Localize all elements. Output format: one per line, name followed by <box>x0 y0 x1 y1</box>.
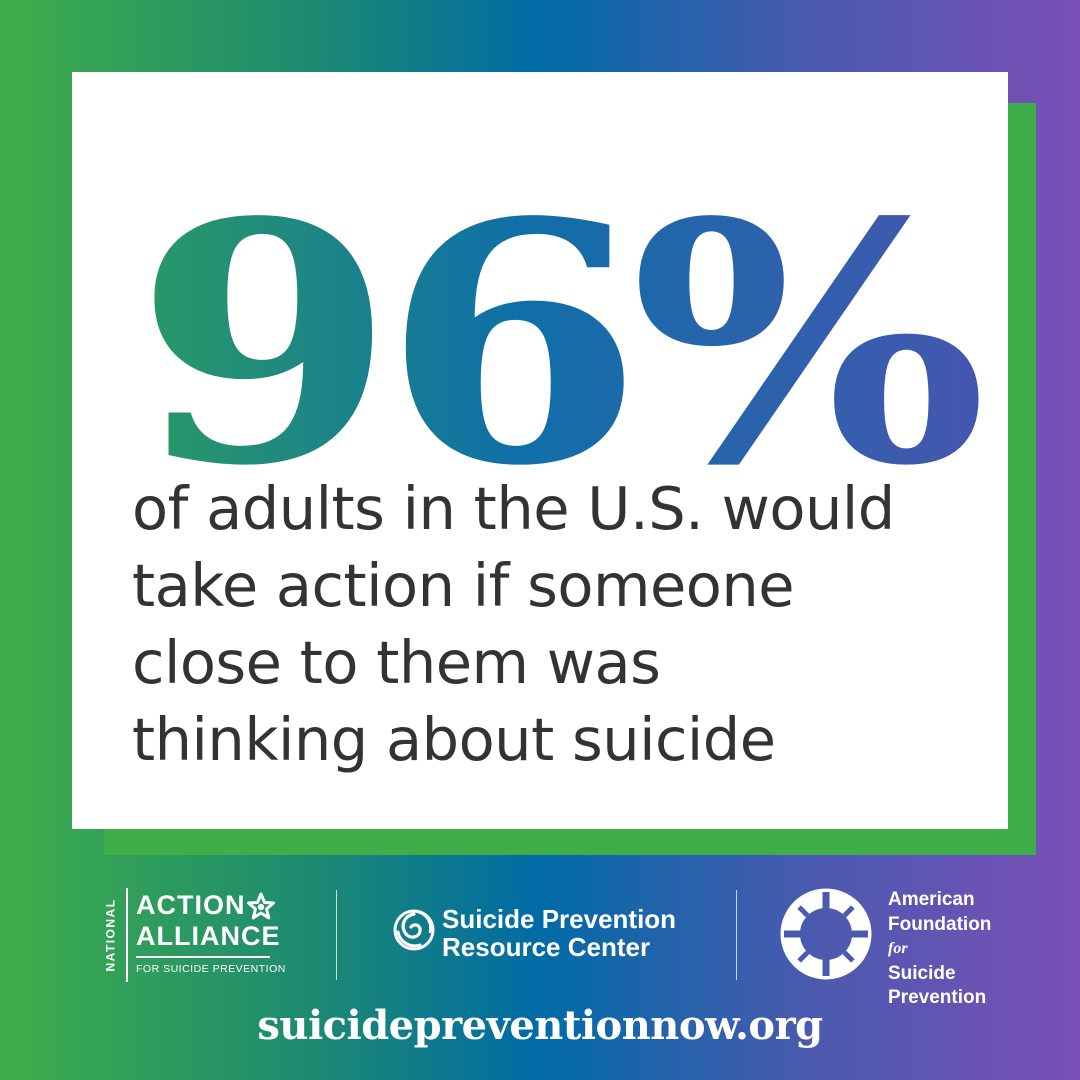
big-stat: 96% <box>124 112 984 502</box>
sprc-line-2: Resource Center <box>442 932 651 962</box>
afsp-line-3: for Suicide <box>888 937 991 986</box>
life-ring-icon <box>780 888 872 980</box>
aa-line-action: ACTION <box>136 890 246 920</box>
star-icon <box>247 892 275 920</box>
afsp-line-2: Foundation <box>888 913 992 935</box>
aa-rule <box>136 956 270 958</box>
logo-divider <box>736 890 737 980</box>
sprc-logo[interactable]: Suicide Prevention Resource Center <box>392 900 702 970</box>
sprc-line-1: Suicide Prevention <box>442 904 677 934</box>
big-stat-graphic: 96% <box>134 150 984 502</box>
caption-line: close to them was <box>132 628 661 697</box>
aa-national-label: NATIONAL <box>104 898 119 972</box>
caption-line: take action if someone <box>132 551 795 620</box>
big-stat-value: 96% <box>134 150 983 502</box>
afsp-wordmark: American Foundation for Suicide Preventio… <box>888 888 991 1011</box>
caption-line: of adults in the U.S. would <box>132 474 895 543</box>
partner-logos: NATIONAL ACTION ALLIANCE FOR SUICIDE PRE… <box>0 880 1080 1008</box>
aa-divider-bar <box>126 888 128 982</box>
aa-line-tagline: FOR SUICIDE PREVENTION <box>136 963 286 975</box>
sprc-swirl-icon <box>393 909 435 951</box>
stat-card: 96% of adults in the U.S. would take act… <box>72 72 1008 829</box>
logo-divider <box>336 890 337 980</box>
aa-line-alliance: ALLIANCE <box>136 921 281 951</box>
afsp-for: for <box>888 940 908 957</box>
afsp-logo[interactable]: American Foundation for Suicide Preventio… <box>780 886 1020 1008</box>
afsp-suicide: Suicide <box>888 962 956 984</box>
website-link[interactable]: suicidepreventionnow.org <box>257 1002 823 1049</box>
action-alliance-logo[interactable]: NATIONAL ACTION ALLIANCE FOR SUICIDE PRE… <box>100 888 290 988</box>
stat-caption: of adults in the U.S. would take action … <box>132 470 992 778</box>
caption-line: thinking about suicide <box>132 705 776 774</box>
afsp-line-4: Prevention <box>888 987 987 1008</box>
afsp-line-1: American <box>888 889 975 910</box>
